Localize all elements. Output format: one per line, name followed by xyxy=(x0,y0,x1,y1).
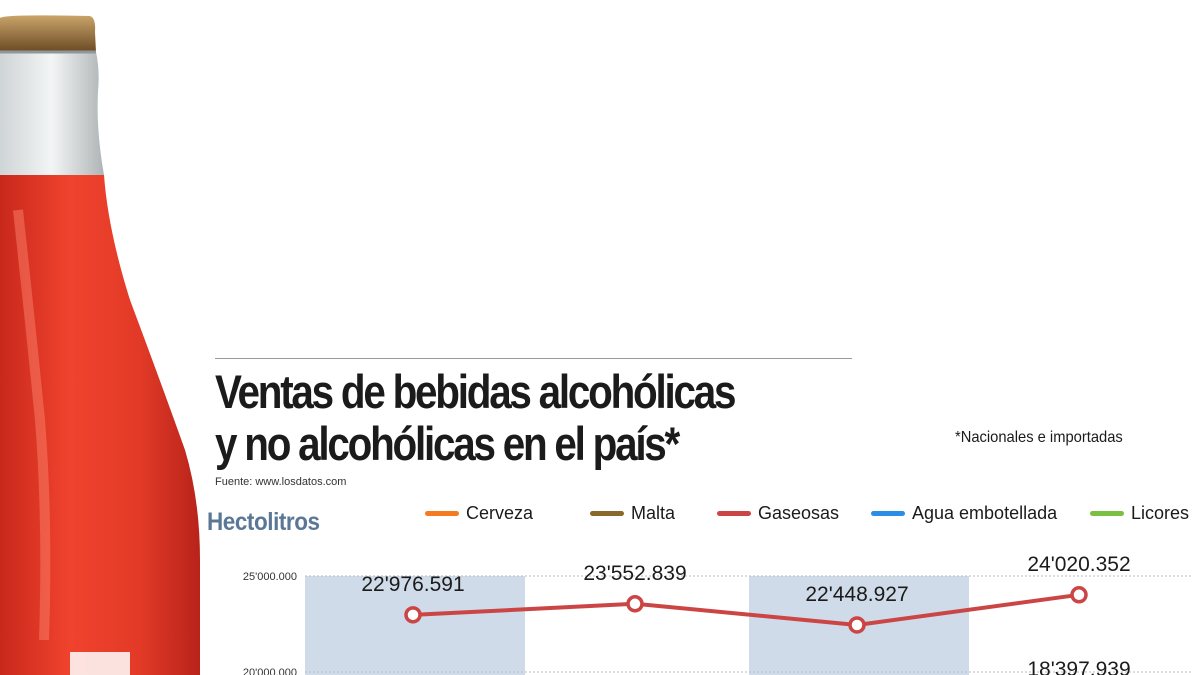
title-line-2: y no alcohólicas en el país* xyxy=(215,417,680,470)
footnote: *Nacionales e importadas xyxy=(955,429,1123,446)
header-rule xyxy=(215,358,852,359)
y-tick-label-0: 25'000.000 xyxy=(243,571,297,583)
column-band-0 xyxy=(305,576,525,675)
legend-item-cerveza: Cerveza xyxy=(425,503,533,524)
bottle-highlight xyxy=(13,209,51,641)
legend-swatch-agua xyxy=(871,511,905,516)
bottle-cap xyxy=(0,15,96,53)
legend-swatch-licores xyxy=(1090,511,1124,516)
data-point-0 xyxy=(404,606,422,624)
bottle-neck xyxy=(0,52,104,175)
extra-data-label-0: 18'397.939 xyxy=(1027,658,1130,675)
legend-label-licores: Licores xyxy=(1131,503,1190,523)
data-label-1: 23'552.839 xyxy=(583,562,686,585)
bottle-body xyxy=(0,175,200,675)
source-text: Fuente: www.losdatos.com xyxy=(215,476,347,488)
legend-item-malta: Malta xyxy=(590,503,675,524)
y-tick-label-1: 20'000.000 xyxy=(243,667,297,675)
unit-label: Hectolitros xyxy=(207,508,320,536)
legend-swatch-gaseosas xyxy=(717,511,751,516)
bottle-label xyxy=(70,652,130,675)
data-label-0: 22'976.591 xyxy=(361,573,464,596)
legend-swatch-malta xyxy=(590,511,624,516)
data-label-3: 24'020.352 xyxy=(1027,553,1130,576)
legend-label-gaseosas: Gaseosas xyxy=(758,503,840,523)
legend-swatch-cerveza xyxy=(425,511,459,516)
legend-label-malta: Malta xyxy=(631,503,676,523)
bottle-icon xyxy=(0,15,200,675)
series-line-gaseosas xyxy=(412,592,1080,627)
legend-item-agua: Agua embotellada xyxy=(871,503,1057,524)
legend-label-agua: Agua embotellada xyxy=(912,503,1058,523)
title-line-1: Ventas de bebidas alcohólicas xyxy=(215,365,736,418)
data-point-2 xyxy=(848,616,866,634)
data-point-1 xyxy=(626,595,644,613)
legend-item-gaseosas: Gaseosas xyxy=(717,503,839,524)
data-point-3 xyxy=(1070,586,1088,604)
data-label-2: 22'448.927 xyxy=(805,583,908,606)
legend-item-licores: Licores xyxy=(1090,503,1189,524)
legend-label-cerveza: Cerveza xyxy=(466,503,534,523)
chart-title: Ventas de bebidas alcohólicas y no alcoh… xyxy=(215,365,736,470)
